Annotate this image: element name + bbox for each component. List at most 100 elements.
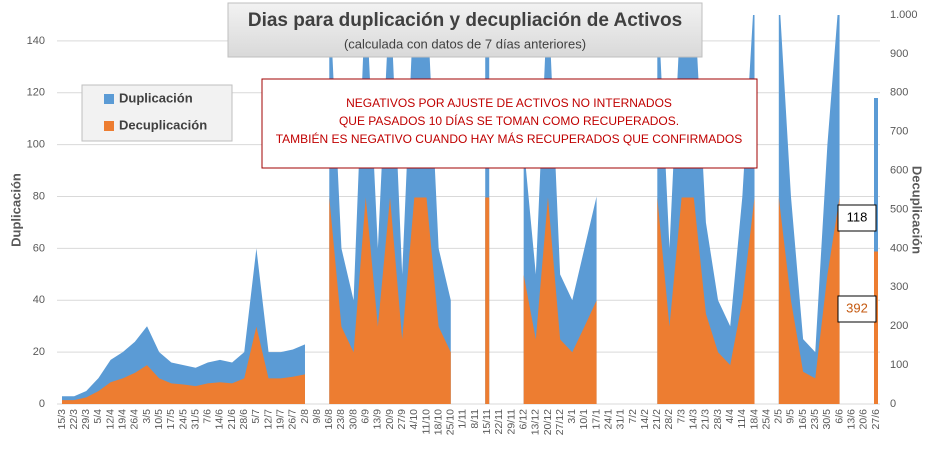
data-label: 392 <box>846 300 868 315</box>
x-tick-label: 18/4 <box>748 409 760 430</box>
x-tick-label: 3/5 <box>141 409 153 424</box>
x-tick-label: 27/6 <box>870 409 882 430</box>
x-tick-label: 14/6 <box>214 409 226 430</box>
x-tick-label: 8/11 <box>469 409 481 429</box>
legend-swatch <box>104 94 114 104</box>
x-tick-label: 6/6 <box>833 409 845 424</box>
x-tick-label: 29/3 <box>80 409 92 430</box>
x-tick-label: 24/1 <box>602 409 614 430</box>
x-tick-label: 17/1 <box>590 409 602 430</box>
legend-label: Decuplicación <box>119 117 207 132</box>
y2-axis-title: Decuplicación <box>910 166 925 254</box>
y2-tick-label: 1.000 <box>890 9 918 21</box>
x-tick-label: 2/5 <box>773 409 785 424</box>
y2-tick-label: 300 <box>890 281 908 293</box>
x-tick-label: 24/5 <box>177 409 189 430</box>
x-tick-label: 25/10 <box>445 409 457 435</box>
x-tick-label: 18/10 <box>432 409 444 435</box>
x-tick-label: 28/6 <box>238 409 250 430</box>
x-tick-label: 12/4 <box>104 409 116 430</box>
y2-tick-label: 400 <box>890 242 908 254</box>
x-tick-label: 21/3 <box>700 409 712 430</box>
x-tick-label: 27/9 <box>396 409 408 430</box>
annotation: NEGATIVOS POR AJUSTE DE ACTIVOS NO INTER… <box>346 96 672 110</box>
y-tick-label: 120 <box>27 87 45 99</box>
x-tick-label: 26/7 <box>287 409 299 430</box>
x-tick-label: 11/10 <box>420 409 432 435</box>
x-tick-label: 19/4 <box>117 409 129 430</box>
x-tick-label: 31/5 <box>189 409 201 430</box>
x-tick-label: 23/8 <box>335 409 347 430</box>
y2-tick-label: 700 <box>890 126 908 138</box>
x-tick-label: 6/9 <box>360 409 372 424</box>
x-tick-label: 19/7 <box>274 409 286 430</box>
x-tick-label: 16/5 <box>797 409 809 430</box>
callout-box <box>837 204 877 232</box>
annotation: TAMBIÉN ES NEGATIVO CUANDO HAY MÁS RECUP… <box>276 131 743 146</box>
y2-tick-label: 900 <box>890 48 908 60</box>
x-tick-label: 13/9 <box>372 409 384 430</box>
x-tick-label: 7/3 <box>675 409 687 424</box>
title-box <box>227 2 703 58</box>
y2-tick-label: 800 <box>890 87 908 99</box>
x-tick-label: 6/12 <box>517 409 529 430</box>
x-tick-label: 14/2 <box>639 409 651 430</box>
legend-swatch <box>104 121 114 131</box>
x-tick-label: 16/8 <box>323 409 335 430</box>
x-tick-label: 23/5 <box>809 409 821 430</box>
x-tick-label: 15/11 <box>481 409 493 435</box>
y2-tick-label: 600 <box>890 165 908 177</box>
area <box>62 197 878 404</box>
area <box>62 15 878 404</box>
x-tick-label: 28/3 <box>712 409 724 430</box>
x-tick-label: 15/3 <box>56 409 68 430</box>
x-tick-label: 17/5 <box>165 409 177 430</box>
x-tick-label: 20/9 <box>384 409 396 430</box>
y-axis-title: Duplicación <box>8 173 23 247</box>
x-tick-label: 29/11 <box>505 409 517 435</box>
x-tick-label: 4/10 <box>408 409 420 430</box>
x-tick-label: 2/8 <box>299 409 311 424</box>
callout-box <box>837 295 877 323</box>
x-tick-label: 10/5 <box>153 409 165 430</box>
x-tick-label: 20/6 <box>858 409 870 430</box>
y-tick-label: 100 <box>27 139 45 151</box>
x-tick-label: 21/2 <box>651 409 663 430</box>
y-tick-label: 0 <box>39 398 45 410</box>
y-tick-label: 60 <box>33 242 45 254</box>
x-tick-label: 5/4 <box>92 409 104 424</box>
y2-tick-label: 500 <box>890 203 908 215</box>
x-tick-label: 21/6 <box>226 409 238 430</box>
x-tick-label: 12/7 <box>262 409 274 430</box>
legend-label: Duplicación <box>119 90 193 105</box>
annotation: QUE PASADOS 10 DÍAS SE TOMAN COMO RECUPE… <box>339 113 679 128</box>
x-tick-label: 31/1 <box>615 409 627 430</box>
x-tick-label: 9/5 <box>785 409 797 424</box>
y2-tick-label: 0 <box>890 398 896 410</box>
x-tick-label: 22/3 <box>68 409 80 430</box>
chart-title: Dias para duplicación y decupliación de … <box>248 10 682 31</box>
x-tick-label: 4/4 <box>724 409 736 424</box>
chart-subtitle: (calculada con datos de 7 días anteriore… <box>344 36 586 51</box>
x-tick-label: 11/4 <box>736 409 748 429</box>
x-tick-label: 20/12 <box>542 409 554 435</box>
x-tick-label: 28/2 <box>663 409 675 430</box>
x-tick-label: 9/8 <box>311 409 323 424</box>
annotation-box <box>261 78 758 169</box>
x-tick-label: 13/12 <box>530 409 542 435</box>
x-tick-label: 13/6 <box>845 409 857 430</box>
x-tick-label: 27/12 <box>554 409 566 435</box>
y-tick-label: 140 <box>27 35 45 47</box>
x-tick-label: 7/6 <box>202 409 214 424</box>
y2-tick-label: 200 <box>890 320 908 332</box>
x-tick-label: 7/2 <box>627 409 639 424</box>
x-tick-label: 26/4 <box>129 409 141 430</box>
x-tick-label: 3/1 <box>566 409 578 424</box>
x-tick-label: 1/11 <box>457 409 469 429</box>
x-tick-label: 30/5 <box>821 409 833 430</box>
data-label: 118 <box>847 209 868 224</box>
x-tick-label: 30/8 <box>347 409 359 430</box>
x-tick-label: 10/1 <box>578 409 590 430</box>
y-tick-label: 80 <box>33 190 45 202</box>
